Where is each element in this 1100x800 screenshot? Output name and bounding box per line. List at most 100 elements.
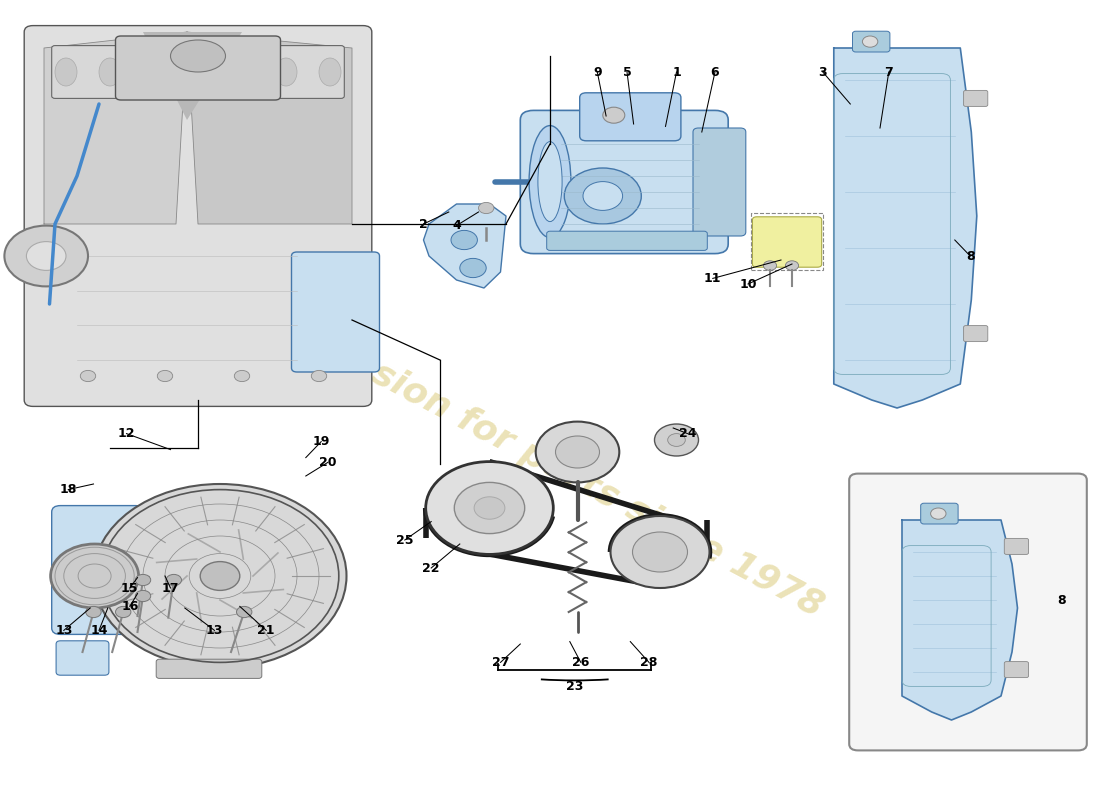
FancyBboxPatch shape — [752, 217, 822, 267]
Circle shape — [200, 562, 240, 590]
FancyBboxPatch shape — [1004, 662, 1028, 678]
Circle shape — [234, 370, 250, 382]
Circle shape — [610, 516, 710, 588]
Text: 14: 14 — [90, 624, 108, 637]
Circle shape — [478, 202, 494, 214]
Text: 16: 16 — [121, 600, 139, 613]
Text: 11: 11 — [704, 272, 722, 285]
Text: 4: 4 — [452, 219, 461, 232]
Bar — [751, 213, 823, 270]
Circle shape — [311, 370, 327, 382]
Text: 20: 20 — [319, 456, 337, 469]
Circle shape — [80, 370, 96, 382]
Text: 7: 7 — [884, 66, 893, 78]
Text: Soluzione superata
Old solution: Soluzione superata Old solution — [914, 709, 1022, 731]
Text: 22: 22 — [422, 562, 440, 574]
Circle shape — [51, 544, 139, 608]
Text: 13: 13 — [206, 624, 223, 637]
Circle shape — [785, 261, 799, 270]
Polygon shape — [143, 32, 242, 120]
Circle shape — [135, 574, 151, 586]
Text: 8: 8 — [966, 250, 975, 262]
Circle shape — [166, 574, 182, 586]
Text: 28: 28 — [640, 656, 658, 669]
Circle shape — [763, 261, 777, 270]
FancyBboxPatch shape — [693, 128, 746, 236]
Ellipse shape — [143, 58, 165, 86]
Circle shape — [474, 497, 505, 519]
Text: 25: 25 — [396, 534, 414, 546]
Text: 10: 10 — [739, 278, 757, 290]
Ellipse shape — [231, 58, 253, 86]
Circle shape — [4, 226, 88, 286]
Text: 12: 12 — [118, 427, 135, 440]
Polygon shape — [187, 32, 352, 224]
FancyBboxPatch shape — [116, 36, 280, 100]
Circle shape — [668, 434, 685, 446]
Ellipse shape — [538, 142, 562, 222]
FancyBboxPatch shape — [852, 31, 890, 52]
FancyBboxPatch shape — [964, 90, 988, 106]
Text: 23: 23 — [566, 680, 583, 693]
Ellipse shape — [170, 40, 226, 72]
Circle shape — [460, 258, 486, 278]
Text: 6: 6 — [711, 66, 719, 78]
Text: 1: 1 — [672, 66, 681, 78]
Ellipse shape — [529, 126, 571, 238]
FancyBboxPatch shape — [547, 231, 707, 250]
Ellipse shape — [55, 58, 77, 86]
Circle shape — [556, 436, 600, 468]
Polygon shape — [424, 204, 506, 288]
Text: 5: 5 — [623, 66, 631, 78]
FancyBboxPatch shape — [24, 26, 372, 406]
FancyBboxPatch shape — [520, 110, 728, 254]
Text: 19: 19 — [312, 435, 330, 448]
FancyBboxPatch shape — [52, 506, 144, 634]
Text: 13: 13 — [55, 624, 73, 637]
Circle shape — [583, 182, 623, 210]
Circle shape — [26, 242, 66, 270]
Circle shape — [86, 606, 101, 618]
FancyBboxPatch shape — [580, 93, 681, 141]
FancyBboxPatch shape — [228, 46, 344, 98]
Text: 18: 18 — [59, 483, 77, 496]
Text: 2: 2 — [419, 218, 428, 230]
Circle shape — [451, 230, 477, 250]
FancyBboxPatch shape — [156, 659, 262, 678]
Text: 15: 15 — [121, 582, 139, 594]
FancyBboxPatch shape — [292, 252, 379, 372]
Circle shape — [536, 422, 619, 482]
Circle shape — [603, 107, 625, 123]
Text: 3: 3 — [818, 66, 827, 78]
Text: 27: 27 — [492, 656, 509, 669]
Circle shape — [426, 462, 553, 554]
Ellipse shape — [275, 58, 297, 86]
Circle shape — [564, 168, 641, 224]
Circle shape — [116, 606, 131, 618]
Circle shape — [236, 606, 252, 618]
Text: 21: 21 — [257, 624, 275, 637]
Text: 24: 24 — [679, 427, 696, 440]
Circle shape — [654, 424, 698, 456]
FancyBboxPatch shape — [921, 503, 958, 524]
Text: 26: 26 — [572, 656, 590, 669]
FancyBboxPatch shape — [52, 46, 168, 98]
Text: a passion for parts since 1978: a passion for parts since 1978 — [271, 305, 829, 623]
FancyBboxPatch shape — [964, 326, 988, 342]
Ellipse shape — [319, 58, 341, 86]
Circle shape — [135, 590, 151, 602]
Text: 8: 8 — [1057, 594, 1066, 606]
Text: 9: 9 — [593, 66, 602, 78]
Text: 17: 17 — [162, 582, 179, 594]
FancyBboxPatch shape — [849, 474, 1087, 750]
Polygon shape — [834, 48, 977, 408]
FancyBboxPatch shape — [56, 641, 109, 675]
Circle shape — [862, 36, 878, 47]
FancyBboxPatch shape — [1004, 538, 1028, 554]
Circle shape — [94, 484, 346, 668]
Ellipse shape — [99, 58, 121, 86]
Circle shape — [931, 508, 946, 519]
Polygon shape — [44, 32, 187, 224]
Circle shape — [454, 482, 525, 534]
Polygon shape — [902, 520, 1018, 720]
